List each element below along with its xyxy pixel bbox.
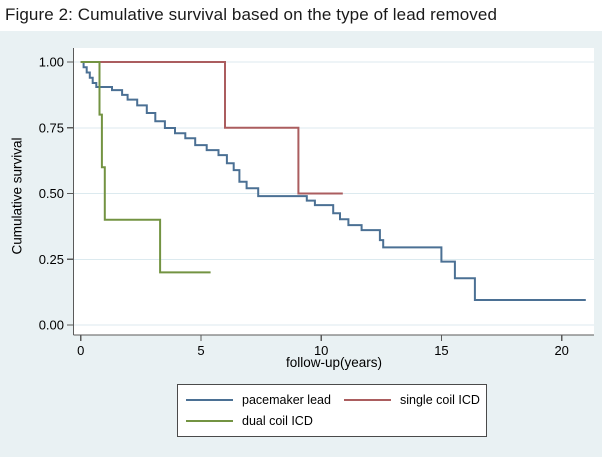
x-tick-label-15: 15 — [434, 343, 448, 358]
y-tick-label-1.00: 1.00 — [39, 55, 64, 70]
x-tick-label-5: 5 — [197, 343, 204, 358]
plot-area — [73, 48, 594, 335]
legend-label-dual-coil-icd: dual coil ICD — [242, 414, 313, 429]
x-tick-label-20: 20 — [554, 343, 568, 358]
y-tick-label-0.00: 0.00 — [39, 318, 64, 333]
legend-row-2: dual coil ICD — [186, 414, 486, 428]
dual-coil-icd-line-swatch — [186, 420, 233, 423]
figure-title: Figure 2: Cumulative survival based on t… — [5, 5, 498, 24]
survival-curve-pacemaker-lead — [80, 61, 586, 301]
y-tick-label-0.75: 0.75 — [39, 120, 64, 135]
legend-item-single-coil-icd: single coil ICD — [344, 393, 480, 407]
legend: pacemaker lead single coil ICD dual coil… — [177, 384, 487, 437]
survival-curve-single-coil-ICD — [80, 61, 343, 195]
legend-item-dual-coil-icd: dual coil ICD — [186, 414, 344, 428]
x-tick-label-10: 10 — [314, 343, 328, 358]
x-tick-label-0: 0 — [77, 343, 84, 358]
legend-label-single-coil-icd: single coil ICD — [400, 392, 480, 407]
survival-curve-dual-coil-ICD — [80, 61, 211, 274]
pacemaker-lead-line-swatch — [186, 398, 233, 401]
legend-label-pacemaker-lead: pacemaker lead — [242, 392, 331, 407]
x-axis-title: follow-up(years) — [285, 355, 383, 370]
y-axis-title: Cumulative survival — [9, 137, 25, 255]
single-coil-icd-line-swatch — [344, 398, 391, 401]
y-tick-label-0.25: 0.25 — [39, 252, 64, 267]
legend-row-1: pacemaker lead single coil ICD — [186, 393, 486, 407]
legend-item-pacemaker-lead: pacemaker lead — [186, 393, 344, 407]
y-tick-label-0.50: 0.50 — [39, 186, 64, 201]
